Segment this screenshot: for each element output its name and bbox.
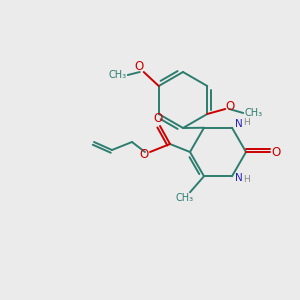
Text: CH₃: CH₃ xyxy=(244,108,262,118)
Text: O: O xyxy=(226,100,235,112)
Text: N: N xyxy=(235,119,243,129)
Text: O: O xyxy=(140,148,148,161)
Text: O: O xyxy=(134,61,143,74)
Text: O: O xyxy=(272,146,280,158)
Text: CH₃: CH₃ xyxy=(176,193,194,203)
Text: N: N xyxy=(235,173,243,183)
Text: O: O xyxy=(153,112,163,125)
Text: H: H xyxy=(243,118,249,127)
Text: H: H xyxy=(243,175,249,184)
Text: CH₃: CH₃ xyxy=(109,70,127,80)
